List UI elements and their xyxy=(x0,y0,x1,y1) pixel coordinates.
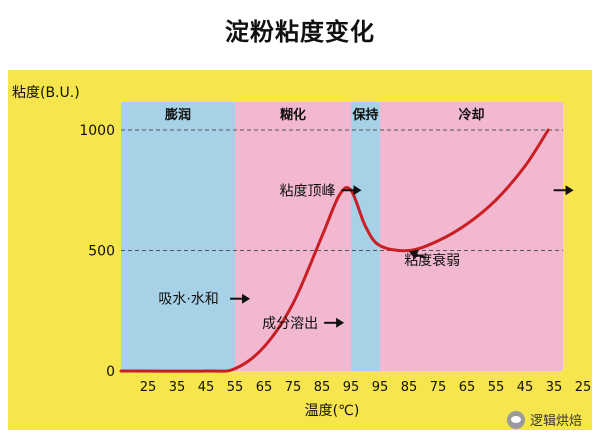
annotation-1: 成分溶出 xyxy=(262,316,318,332)
x-tick-label-11: 65 xyxy=(459,380,476,395)
y-tick-label-1000: 1000 xyxy=(79,123,115,139)
y-axis-label: 粘度(B.U.) xyxy=(12,85,80,101)
wechat-icon xyxy=(506,410,525,429)
phase-label-0: 膨润 xyxy=(164,107,191,123)
y-tick-label-500: 500 xyxy=(88,244,115,260)
chart-area: 膨润 糊化 保持 冷却 0 500 1000 粘度(B.U.) 25 35 45 55 65 75 85 95… xyxy=(8,70,592,430)
viscosity-chart: 膨润 糊化 保持 冷却 0 500 1000 粘度(B.U.) 25 35 45 55 65 75 85 95… xyxy=(8,70,592,430)
phase-band-0 xyxy=(121,102,235,371)
x-tick-label-13: 45 xyxy=(517,380,534,395)
annotation-arrow-1-head xyxy=(336,317,345,328)
x-tick-label-8: 95 xyxy=(372,380,389,395)
watermark-text: 逻辑烘焙 xyxy=(529,414,582,429)
watermark: 逻辑烘焙 xyxy=(506,410,582,429)
annotation-arrow-0-head xyxy=(242,293,251,304)
dip-arrow-shaft xyxy=(414,253,427,259)
phase-band-1 xyxy=(235,102,351,371)
x-tick-label-2: 45 xyxy=(198,380,215,395)
x-axis-label: 温度(℃) xyxy=(305,403,360,419)
phase-band-2 xyxy=(351,102,380,371)
x-tick-label-14: 35 xyxy=(546,380,563,395)
chart-title: 淀粉粘度变化 xyxy=(225,18,375,46)
annotation-arrow-4-head xyxy=(565,185,574,196)
x-tick-label-15: 25 xyxy=(575,380,592,395)
x-tick-label-4: 65 xyxy=(256,380,273,395)
phase-label-2: 保持 xyxy=(351,107,378,123)
x-tick-label-5: 75 xyxy=(285,380,302,395)
x-tick-label-7: 95 xyxy=(343,380,360,395)
x-tick-label-1: 35 xyxy=(169,380,186,395)
phase-band-3 xyxy=(380,102,563,371)
viscosity-curve xyxy=(119,128,550,373)
dip-arrow-head xyxy=(409,249,419,260)
x-tick-label-12: 55 xyxy=(488,380,505,395)
x-tick-label-6: 85 xyxy=(314,380,331,395)
x-tick-label-3: 55 xyxy=(227,380,244,395)
x-tick-label-9: 85 xyxy=(401,380,418,395)
annotation-arrow-2-head xyxy=(353,185,362,196)
phase-label-3: 冷却 xyxy=(458,107,484,123)
x-tick-label-0: 25 xyxy=(140,380,157,395)
x-tick-label-10: 75 xyxy=(430,380,447,395)
phase-label-1: 糊化 xyxy=(280,107,306,123)
annotation-2: 粘度顶峰 xyxy=(280,183,336,199)
y-tick-label-0: 0 xyxy=(106,364,115,380)
annotation-0: 吸水·水和 xyxy=(158,292,218,308)
